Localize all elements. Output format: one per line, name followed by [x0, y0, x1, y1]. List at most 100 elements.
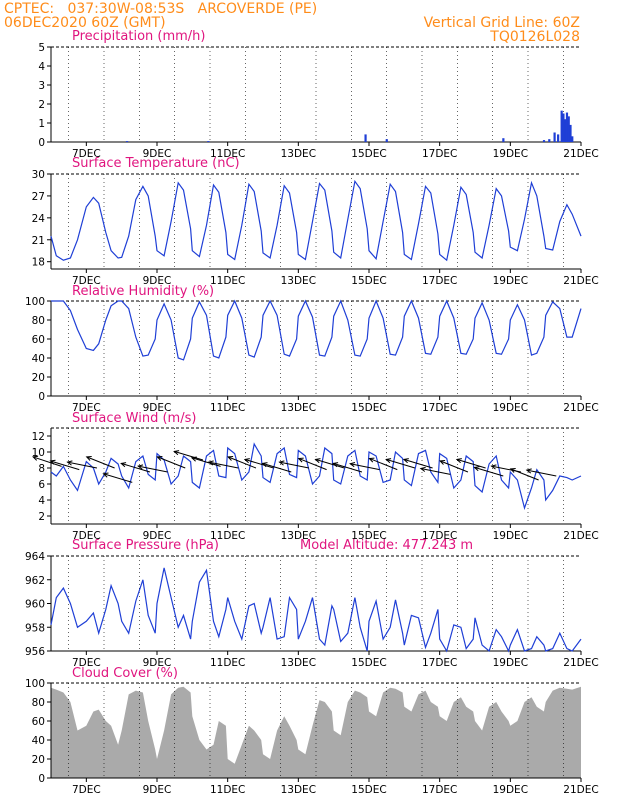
- temp-title: Surface Temperature (nC): [72, 156, 240, 171]
- wind-vector-head: [85, 456, 92, 461]
- temperature-x-tick-label: 19DEC: [493, 275, 528, 287]
- cloud-x-tick-label: 11DEC: [210, 784, 245, 796]
- wind-vector-head: [525, 468, 532, 474]
- precipitation-x-tick-label: 15DEC: [351, 148, 386, 160]
- wind-vector-head: [32, 455, 39, 461]
- wind-vector: [244, 458, 274, 469]
- cloud-y-tick-label: 20: [32, 754, 45, 766]
- wind-title: Surface Wind (m/s): [72, 411, 197, 426]
- pressure-x-tick-label: 13DEC: [281, 657, 316, 669]
- precipitation-bar: [564, 119, 567, 142]
- wind-vector: [510, 468, 539, 481]
- wind-vector: [439, 460, 469, 473]
- cloud-area: [51, 686, 581, 778]
- precipitation-bar: [553, 132, 556, 142]
- wind-vector-head: [402, 458, 409, 464]
- wind-vector-head: [278, 460, 285, 466]
- temperature-x-tick-label: 17DEC: [422, 275, 457, 287]
- humidity-y-tick-label: 40: [32, 353, 45, 365]
- humidity-x-tick-label: 7DEC: [72, 402, 101, 414]
- wind-x-tick-label: 13DEC: [281, 530, 316, 542]
- wind-x-tick-label: 21DEC: [563, 530, 598, 542]
- wind-vector-head: [66, 460, 73, 466]
- model-altitude: Model Altitude: 477.243 m: [300, 538, 474, 553]
- humidity-x-tick-label: 17DEC: [422, 402, 457, 414]
- cloud-title: Cloud Cover (%): [72, 666, 178, 681]
- wind-vector-head: [455, 458, 462, 464]
- pressure-line: [50, 567, 582, 653]
- wind-vector: [157, 456, 186, 469]
- wind-vector: [121, 462, 151, 473]
- pressure-x-tick-label: 15DEC: [351, 657, 386, 669]
- pressure-x-tick-label: 17DEC: [422, 657, 457, 669]
- precipitation-bar: [542, 140, 546, 142]
- wind-vector: [386, 458, 416, 469]
- humidity-y-tick-label: 100: [25, 296, 45, 308]
- wind-vector-head: [385, 458, 392, 464]
- humidity-x-tick-label: 9DEC: [143, 402, 172, 414]
- wind-vector-head: [473, 466, 480, 472]
- temperature-x-tick-label: 7DEC: [72, 275, 101, 287]
- temperature-y-tick-label: 21: [32, 235, 45, 247]
- wind-vector-head: [509, 468, 516, 473]
- pressure-y-tick-label: 960: [25, 599, 45, 611]
- precipitation-y-tick-label: 2: [38, 99, 45, 111]
- wind-vector: [138, 465, 168, 473]
- precipitation-y-tick-label: 1: [38, 118, 45, 130]
- pressure-y-tick-label: 964: [25, 551, 45, 563]
- wind-x-tick-label: 19DEC: [493, 530, 528, 542]
- grid-note: Vertical Grid Line: 60Z: [423, 15, 580, 31]
- temperature-y-tick-label: 18: [32, 257, 45, 269]
- precipitation-bar: [571, 136, 574, 142]
- wind-vector: [456, 458, 486, 469]
- cloud-x-tick-label: 21DEC: [563, 784, 598, 796]
- temperature-x-tick-label: 11DEC: [210, 275, 245, 287]
- precipitation-y-tick-label: 0: [38, 137, 45, 149]
- temperature-y-tick-label: 27: [32, 191, 45, 203]
- temperature-x-tick-label: 13DEC: [281, 275, 316, 287]
- precip-title: Precipitation (mm/h): [72, 29, 206, 44]
- wind-vector-head: [349, 462, 356, 468]
- wind-x-tick-label: 7DEC: [72, 530, 101, 542]
- humidity-y-tick-label: 60: [32, 334, 45, 346]
- wind-x-tick-label: 11DEC: [210, 530, 245, 542]
- precipitation-y-tick-label: 5: [38, 42, 45, 54]
- precipitation-bar: [565, 112, 569, 142]
- cloud-x-tick-label: 15DEC: [351, 784, 386, 796]
- pressure-y-tick-label: 962: [25, 575, 45, 587]
- temperature-line: [50, 179, 582, 262]
- precipitation-bar: [207, 141, 210, 142]
- wind-vector-head: [419, 466, 426, 472]
- wind-vector-head: [207, 460, 214, 466]
- wind-vector-head: [49, 459, 56, 465]
- wind-vector: [369, 457, 398, 471]
- humidity-x-tick-label: 19DEC: [493, 402, 528, 414]
- wind-vector: [227, 456, 257, 469]
- wind-x-tick-label: 9DEC: [143, 530, 172, 542]
- cloud-y-tick-label: 100: [25, 678, 45, 690]
- cloud-x-tick-label: 7DEC: [72, 784, 101, 796]
- wind-vector: [403, 458, 433, 469]
- wind-vector: [67, 461, 98, 469]
- wind-vector-head: [332, 462, 339, 468]
- pressure-x-tick-label: 19DEC: [493, 657, 528, 669]
- wind-vector-head: [190, 456, 197, 462]
- wind-vector-head: [120, 462, 127, 468]
- wind-vector-head: [156, 456, 163, 461]
- precipitation-x-tick-label: 19DEC: [493, 148, 528, 160]
- precipitation-x-tick-label: 17DEC: [422, 148, 457, 160]
- wind-y-tick-label: 8: [38, 463, 45, 475]
- cloud-x-tick-label: 9DEC: [143, 784, 172, 796]
- temperature-x-tick-label: 21DEC: [563, 275, 598, 287]
- humidity-title: Relative Humidity (%): [72, 284, 215, 299]
- precipitation-bar: [548, 139, 551, 142]
- wind-vector: [32, 456, 62, 467]
- precipitation-bar: [385, 139, 388, 142]
- station-header: CPTEC: 037:30W-08:53S ARCOVERDE (PE): [4, 1, 318, 17]
- wind-vector-head: [314, 458, 321, 464]
- wind-vector-head: [243, 458, 250, 464]
- humidity-x-tick-label: 15DEC: [351, 402, 386, 414]
- humidity-x-tick-label: 13DEC: [281, 402, 316, 414]
- temperature-x-tick-label: 15DEC: [351, 275, 386, 287]
- wind-y-tick-label: 12: [32, 431, 45, 443]
